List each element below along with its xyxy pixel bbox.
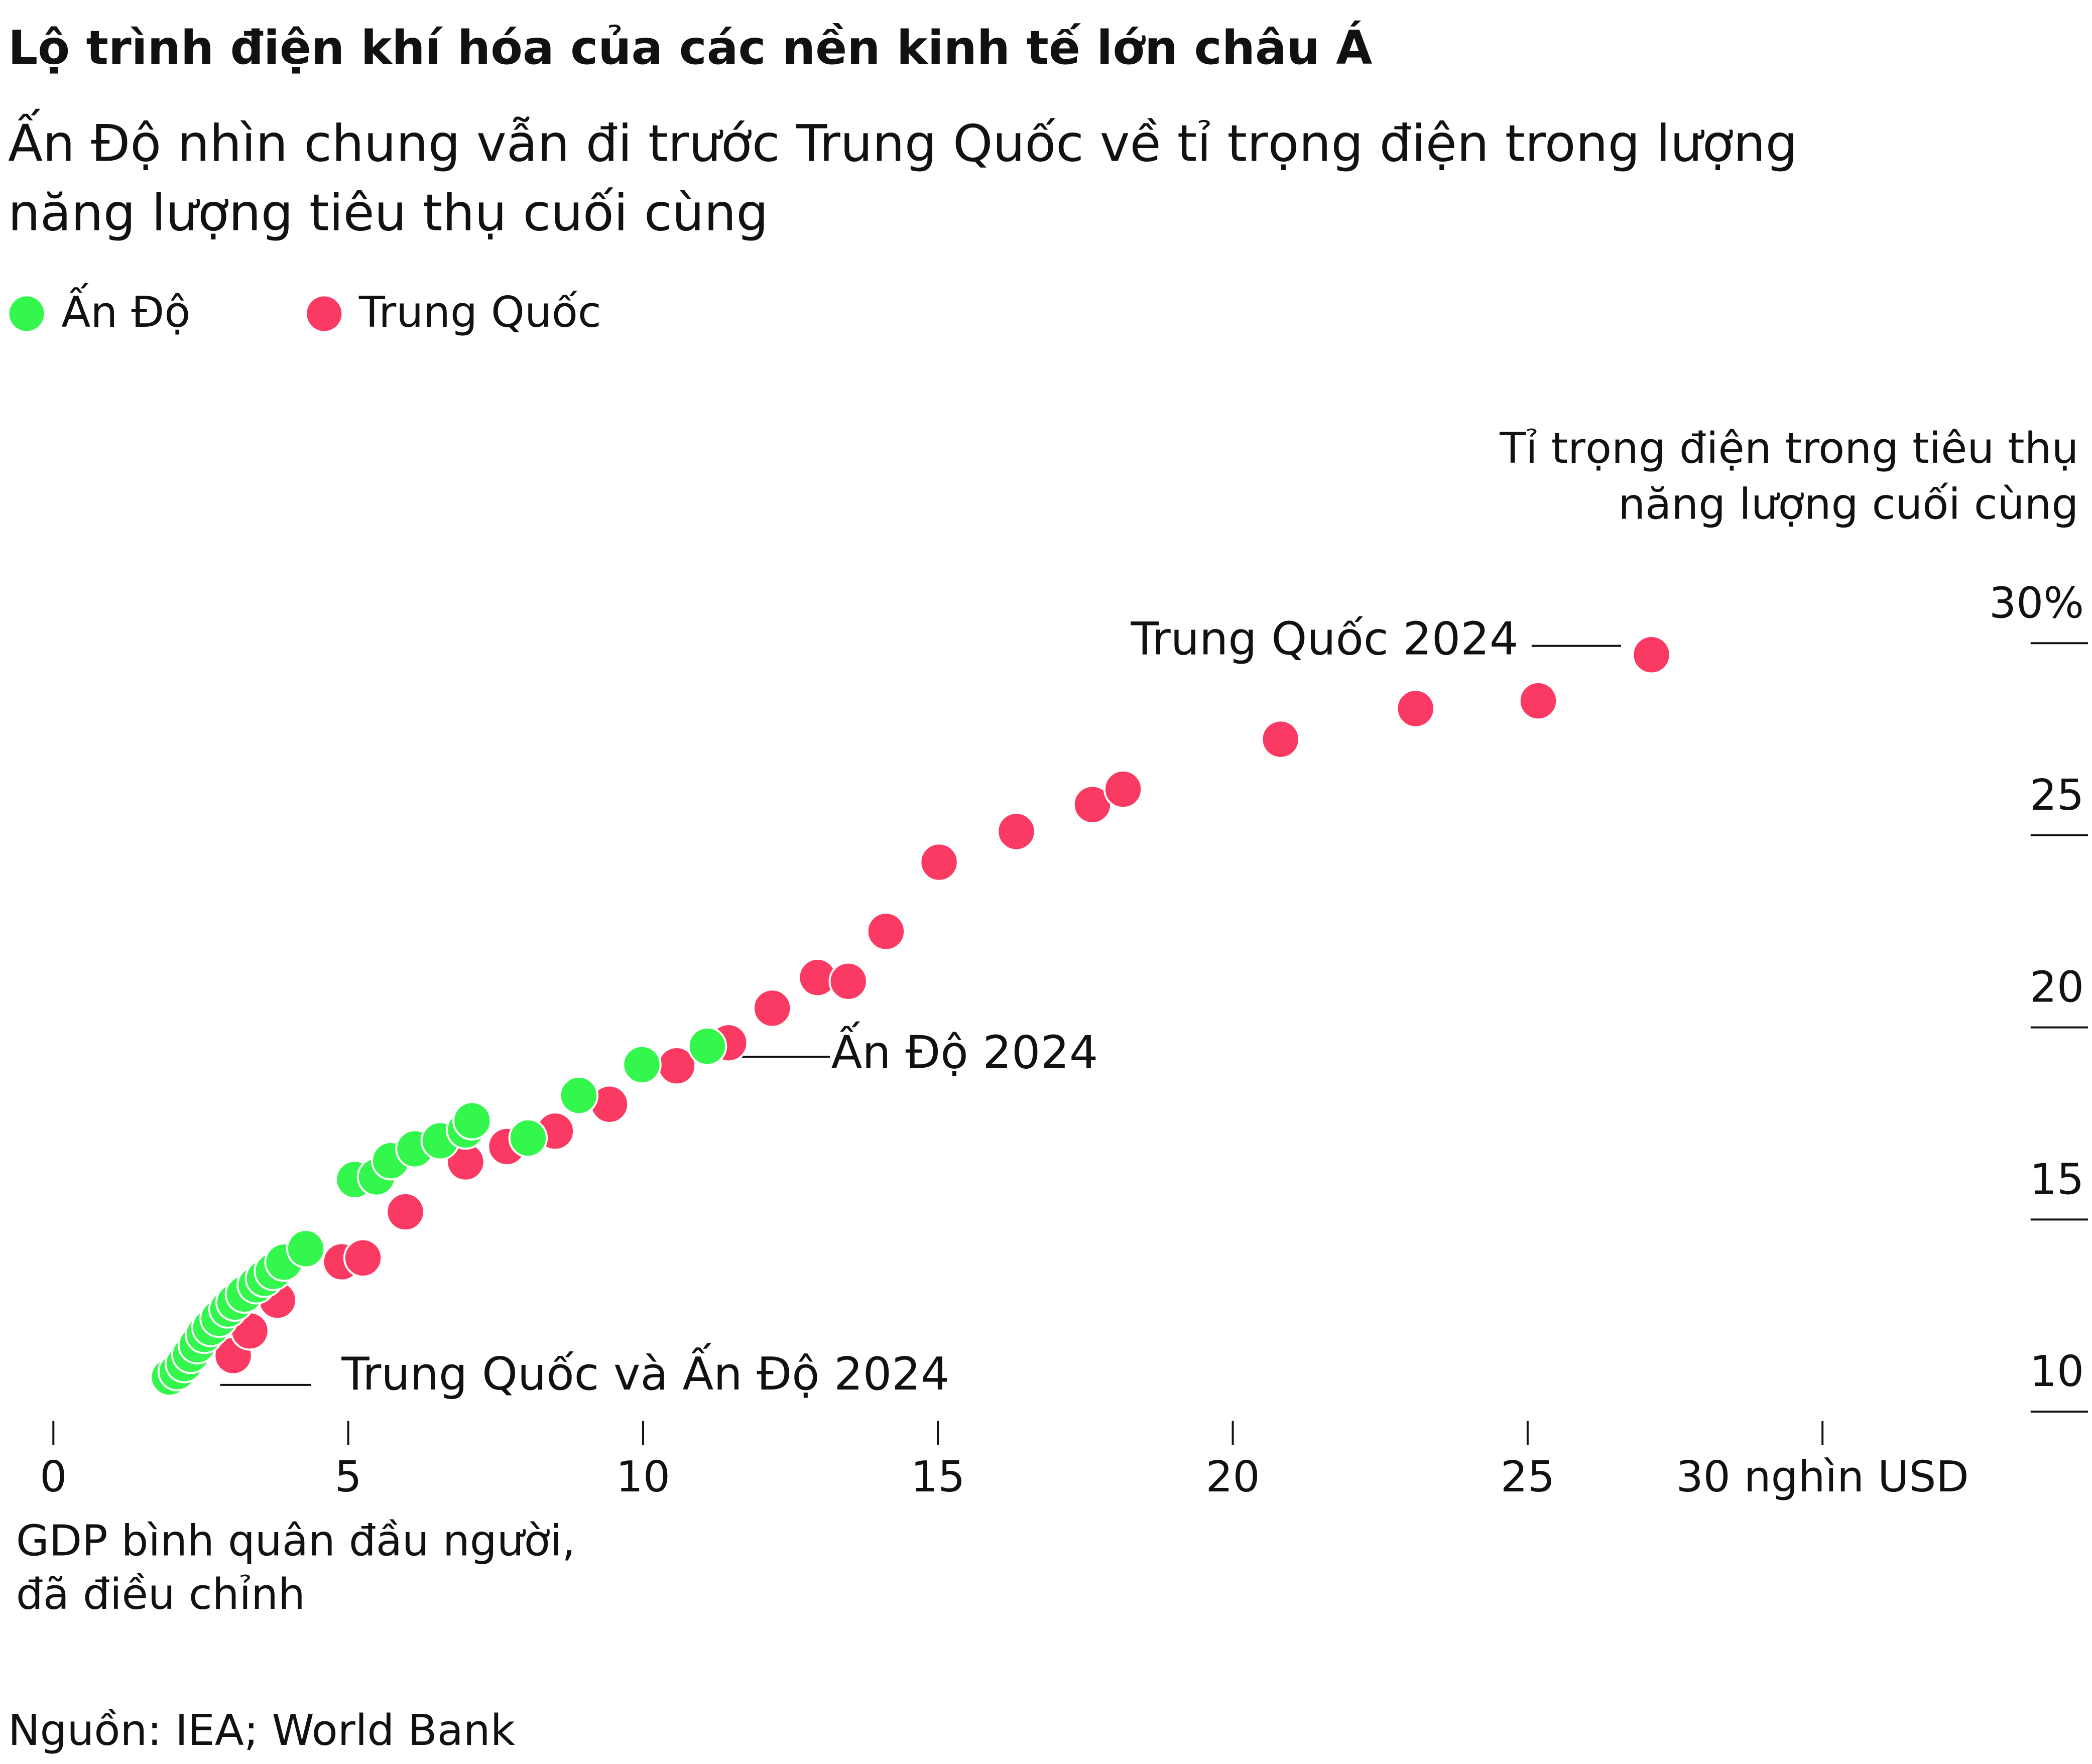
data-point <box>1103 769 1143 809</box>
annotation: Ấn Độ 2024 <box>831 1021 1098 1079</box>
x-tick-label: 25 <box>1501 1452 1555 1502</box>
legend-marker <box>9 296 44 331</box>
data-point <box>752 988 792 1028</box>
y-tick-label: 20 <box>2030 963 2084 1013</box>
data-point <box>919 842 959 882</box>
y-axis-label: Tỉ trọng điện trong tiêu thụ <box>1499 424 2078 473</box>
legend-label: Ấn Độ <box>61 283 190 337</box>
x-tick-label: 15 <box>911 1452 965 1502</box>
data-point <box>1518 681 1558 721</box>
data-point <box>1396 689 1435 728</box>
data-point <box>452 1101 492 1141</box>
x-axis-label: đã điều chỉnh <box>16 1570 305 1619</box>
data-point <box>828 961 868 1001</box>
data-point <box>866 912 906 951</box>
x-tick-label: 30 nghìn USD <box>1676 1452 1969 1502</box>
y-tick-label: 15 <box>2030 1155 2084 1204</box>
x-axis-label: GDP bình quân đầu người, <box>16 1517 575 1566</box>
source: Nguồn: IEA; World Bank <box>8 1706 515 1755</box>
data-point <box>622 1045 662 1085</box>
data-point <box>687 1026 727 1066</box>
data-point <box>386 1192 425 1232</box>
data-point <box>508 1118 548 1158</box>
annotation: Trung Quốc và Ấn Độ 2024 <box>341 1342 949 1401</box>
data-point <box>343 1238 383 1278</box>
y-tick-label: 10 <box>2030 1347 2084 1397</box>
y-axis-label: năng lượng cuối cùng <box>1618 480 2078 530</box>
x-tick-label: 10 <box>616 1452 670 1502</box>
subtitle: năng lượng tiêu thụ cuối cùng <box>8 183 769 242</box>
legend-marker <box>307 296 342 331</box>
legend-label: Trung Quốc <box>358 288 601 337</box>
annotation: Trung Quốc 2024 <box>1131 613 1519 666</box>
data-point <box>1632 635 1671 675</box>
y-tick-label: 30% <box>1989 578 2084 628</box>
y-tick-label: 25 <box>2030 771 2084 820</box>
data-point <box>559 1075 599 1115</box>
subtitle: Ấn Độ nhìn chung vẫn đi trước Trung Quốc… <box>8 108 1798 173</box>
x-tick-label: 20 <box>1205 1452 1260 1502</box>
chart-title: Lộ trình điện khí hóa của các nền kinh t… <box>8 21 1372 75</box>
data-point <box>997 812 1036 851</box>
data-point <box>1261 719 1300 759</box>
data-point <box>286 1229 326 1269</box>
x-tick-label: 0 <box>40 1452 67 1502</box>
x-tick-label: 5 <box>335 1452 362 1502</box>
